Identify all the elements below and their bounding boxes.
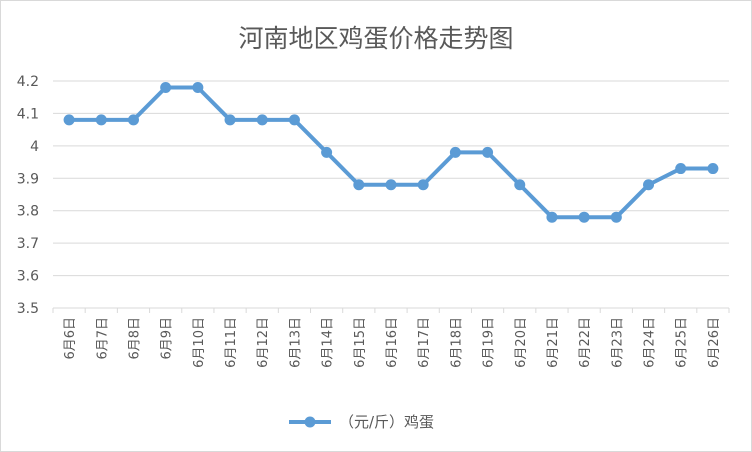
data-point [321, 146, 333, 158]
data-point [610, 211, 622, 223]
data-point [353, 179, 365, 191]
data-point [95, 114, 107, 126]
x-tick-label: 6月8日 [127, 317, 142, 360]
data-point [385, 179, 397, 191]
x-tick-label: 6月14日 [321, 317, 336, 368]
x-tick-label: 6月19日 [482, 317, 497, 368]
y-tick-label: 3.9 [17, 171, 39, 187]
data-point [224, 114, 236, 126]
y-tick-label: 3.8 [17, 204, 39, 220]
x-tick-label: 6月23日 [610, 317, 625, 368]
x-tick-label: 6月21日 [546, 317, 561, 368]
data-point [643, 179, 655, 191]
x-tick-label: 6月6日 [63, 317, 78, 360]
data-point [514, 179, 526, 191]
legend-label: （元/斤）鸡蛋 [339, 413, 434, 431]
x-tick-label: 6月9日 [160, 317, 175, 360]
x-tick-label: 6月17日 [417, 317, 432, 368]
x-tick-label: 6月24日 [643, 317, 658, 368]
data-point [417, 179, 429, 191]
x-tick-label: 6月10日 [192, 317, 207, 368]
x-tick-label: 6月13日 [288, 317, 303, 368]
data-point [449, 146, 461, 158]
x-tick-label: 6月25日 [675, 317, 690, 368]
data-point [482, 146, 494, 158]
data-point [160, 81, 172, 93]
chart-title: 河南地区鸡蛋价格走势图 [238, 24, 514, 53]
x-tick-label: 6月26日 [707, 317, 722, 368]
y-tick-label: 4 [30, 139, 39, 155]
x-tick-label: 6月20日 [514, 317, 529, 368]
x-tick-label: 6月11日 [224, 317, 239, 368]
x-tick-label: 6月15日 [353, 317, 368, 368]
y-tick-label: 4.2 [17, 74, 39, 90]
series-line [67, 85, 715, 220]
x-tick-label: 6月12日 [256, 317, 271, 368]
y-tick-label: 3.6 [17, 269, 39, 285]
y-tick-label: 3.5 [17, 301, 39, 317]
data-point [546, 211, 558, 223]
data-point [288, 114, 300, 126]
legend-marker [304, 416, 316, 428]
data-point [192, 81, 204, 93]
data-point [675, 163, 687, 175]
y-tick-label: 4.1 [17, 106, 39, 122]
x-tick-label: 6月18日 [449, 317, 464, 368]
data-point [256, 114, 268, 126]
x-tick-label: 6月16日 [385, 317, 400, 368]
data-point [63, 114, 75, 126]
x-tick-label: 6月7日 [95, 317, 110, 360]
data-point [707, 163, 719, 175]
y-tick-label: 3.7 [17, 236, 39, 252]
x-tick-label: 6月22日 [578, 317, 593, 368]
data-point [578, 211, 590, 223]
data-point [127, 114, 139, 126]
